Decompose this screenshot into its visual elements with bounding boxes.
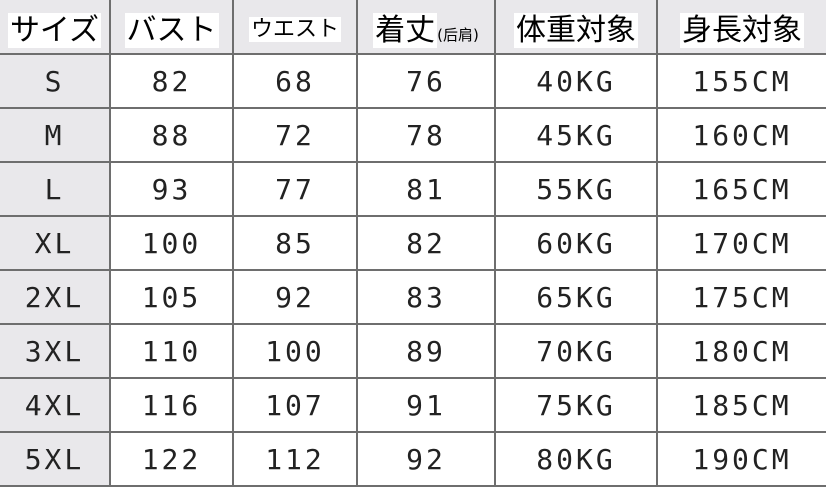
cell-bust: 88 [109, 107, 234, 163]
cell-size: M [0, 107, 111, 163]
table-row: XL 100 85 82 60KG 170CM [0, 215, 826, 271]
cell-length: 92 [356, 431, 496, 487]
cell-bust: 82 [109, 53, 234, 109]
table-row: M 88 72 78 45KG 160CM [0, 107, 826, 163]
cell-size: 3XL [0, 323, 111, 379]
cell-waist: 100 [232, 323, 358, 379]
cell-bust: 100 [109, 215, 234, 271]
cell-weight: 65KG [494, 269, 658, 325]
header-bust: バスト [109, 0, 234, 55]
cell-waist: 112 [232, 431, 358, 487]
cell-waist: 92 [232, 269, 358, 325]
cell-length: 76 [356, 53, 496, 109]
header-waist: ウエスト [232, 0, 358, 55]
cell-height: 155CM [656, 53, 826, 109]
cell-height: 170CM [656, 215, 826, 271]
cell-height: 165CM [656, 161, 826, 217]
table-row: S 82 68 76 40KG 155CM [0, 53, 826, 109]
cell-waist: 72 [232, 107, 358, 163]
table-row: 3XL 110 100 89 70KG 180CM [0, 323, 826, 379]
cell-weight: 45KG [494, 107, 658, 163]
cell-length: 78 [356, 107, 496, 163]
cell-weight: 70KG [494, 323, 658, 379]
cell-length: 89 [356, 323, 496, 379]
cell-height: 185CM [656, 377, 826, 433]
cell-weight: 55KG [494, 161, 658, 217]
cell-bust: 105 [109, 269, 234, 325]
table-row: 5XL 122 112 92 80KG 190CM [0, 431, 826, 487]
cell-size: 2XL [0, 269, 111, 325]
cell-waist: 77 [232, 161, 358, 217]
cell-size: L [0, 161, 111, 217]
cell-waist: 85 [232, 215, 358, 271]
cell-waist: 68 [232, 53, 358, 109]
cell-size: XL [0, 215, 111, 271]
cell-weight: 60KG [494, 215, 658, 271]
header-size: サイズ [0, 0, 111, 55]
cell-height: 160CM [656, 107, 826, 163]
header-length-note: (后肩) [437, 25, 479, 44]
cell-length: 91 [356, 377, 496, 433]
cell-waist: 107 [232, 377, 358, 433]
header-weight: 体重対象 [494, 0, 658, 55]
table-row: L 93 77 81 55KG 165CM [0, 161, 826, 217]
cell-height: 180CM [656, 323, 826, 379]
table-row: 2XL 105 92 83 65KG 175CM [0, 269, 826, 325]
cell-weight: 80KG [494, 431, 658, 487]
cell-bust: 122 [109, 431, 234, 487]
header-row: サイズ バスト ウエスト 着丈 (后肩) 体重対象 身長対象 [0, 0, 826, 55]
header-height: 身長対象 [656, 0, 826, 55]
cell-bust: 110 [109, 323, 234, 379]
cell-size: 4XL [0, 377, 111, 433]
header-length: 着丈 (后肩) [356, 0, 496, 55]
table-row: 4XL 116 107 91 75KG 185CM [0, 377, 826, 433]
cell-weight: 75KG [494, 377, 658, 433]
cell-length: 83 [356, 269, 496, 325]
cell-height: 175CM [656, 269, 826, 325]
cell-length: 81 [356, 161, 496, 217]
cell-size: 5XL [0, 431, 111, 487]
cell-size: S [0, 53, 111, 109]
cell-bust: 93 [109, 161, 234, 217]
cell-height: 190CM [656, 431, 826, 487]
cell-bust: 116 [109, 377, 234, 433]
cell-weight: 40KG [494, 53, 658, 109]
cell-length: 82 [356, 215, 496, 271]
